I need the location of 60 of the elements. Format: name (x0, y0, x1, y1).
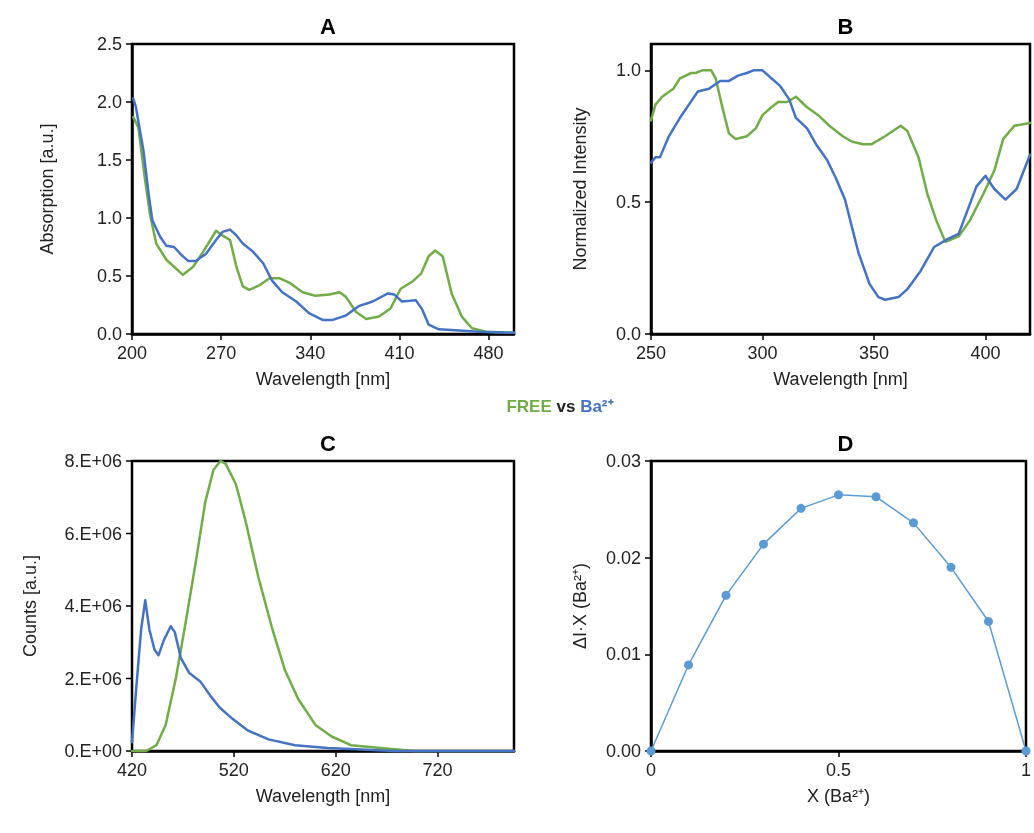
point (946, 562, 956, 572)
point (721, 590, 731, 600)
text: vs (555, 397, 577, 416)
y-axis-title: Normalized Intensity (570, 107, 590, 271)
x-tick-label: 250 (635, 343, 667, 363)
y-tick-label: 0.00 (605, 741, 641, 761)
chart-title: D (837, 430, 854, 456)
y-tick-label: 2.0 (96, 92, 122, 112)
point (871, 492, 881, 502)
y-tick-label: 1.0 (96, 208, 122, 228)
y-tick-label: 0.5 (96, 266, 122, 286)
x-tick-label: 620 (320, 760, 351, 780)
y-tick-label: 0.01 (605, 644, 641, 665)
x-tick-label: 340 (295, 343, 326, 363)
x-axis-title: Wavelength [nm] (255, 786, 391, 806)
y-tick-label: 0.0 (96, 324, 122, 344)
y-axis-title: ΔI·X (Ba²⁺) (570, 562, 590, 650)
x-tick-label: 300 (747, 343, 778, 363)
y-tick-label: 0.0 (615, 324, 641, 344)
point (834, 490, 843, 500)
x-tick-label: 520 (218, 760, 249, 780)
point (796, 503, 806, 513)
chart-title: B (837, 13, 854, 39)
chart-title: A (320, 13, 337, 39)
y-axis-title: Absorption [a.u.] (37, 123, 57, 255)
x-axis-title: Wavelength [nm] (255, 369, 391, 389)
x-tick-label: 480 (473, 343, 504, 363)
point (759, 539, 768, 549)
chart-title: C (320, 430, 337, 456)
text: 6.E+06 (64, 523, 122, 544)
x-tick-label: 720 (422, 760, 453, 780)
text: Ba²⁺ (580, 397, 614, 416)
y-axis-title: Counts [a.u.] (20, 554, 40, 658)
x-tick-label: 400 (970, 343, 1001, 363)
x-tick-label: 420 (116, 760, 148, 780)
x-axis-title: Wavelength [nm] (773, 369, 908, 389)
line-series (649, 69, 1032, 243)
y-tick-label: 2.5 (96, 34, 122, 54)
x-tick-label: 200 (116, 343, 148, 363)
text: FREE (506, 397, 552, 416)
y-tick-label: 1.5 (96, 150, 122, 170)
x-tick-label: 0.5 (825, 760, 852, 780)
text: 2.E+06 (64, 668, 122, 689)
y-tick-label: 1.0 (615, 60, 641, 81)
x-axis-title: X (Ba²⁺) (806, 786, 871, 806)
x-tick-label: 270 (206, 343, 237, 363)
point (684, 660, 693, 670)
text: 0.E+00 (64, 741, 122, 761)
point (984, 616, 993, 626)
line-series (649, 69, 1032, 301)
y-tick-label: 0.5 (615, 192, 641, 213)
x-tick-label: 350 (858, 343, 889, 363)
point (909, 518, 918, 528)
text: 8.E+06 (64, 451, 122, 471)
y-tick-label: 0.03 (605, 451, 641, 471)
x-tick-label: 0 (645, 760, 657, 780)
text: 4.E+06 (64, 596, 122, 616)
y-tick-label: 0.02 (605, 547, 641, 568)
x-tick-label: 410 (384, 343, 415, 363)
x-tick-label: 1 (1020, 760, 1031, 780)
